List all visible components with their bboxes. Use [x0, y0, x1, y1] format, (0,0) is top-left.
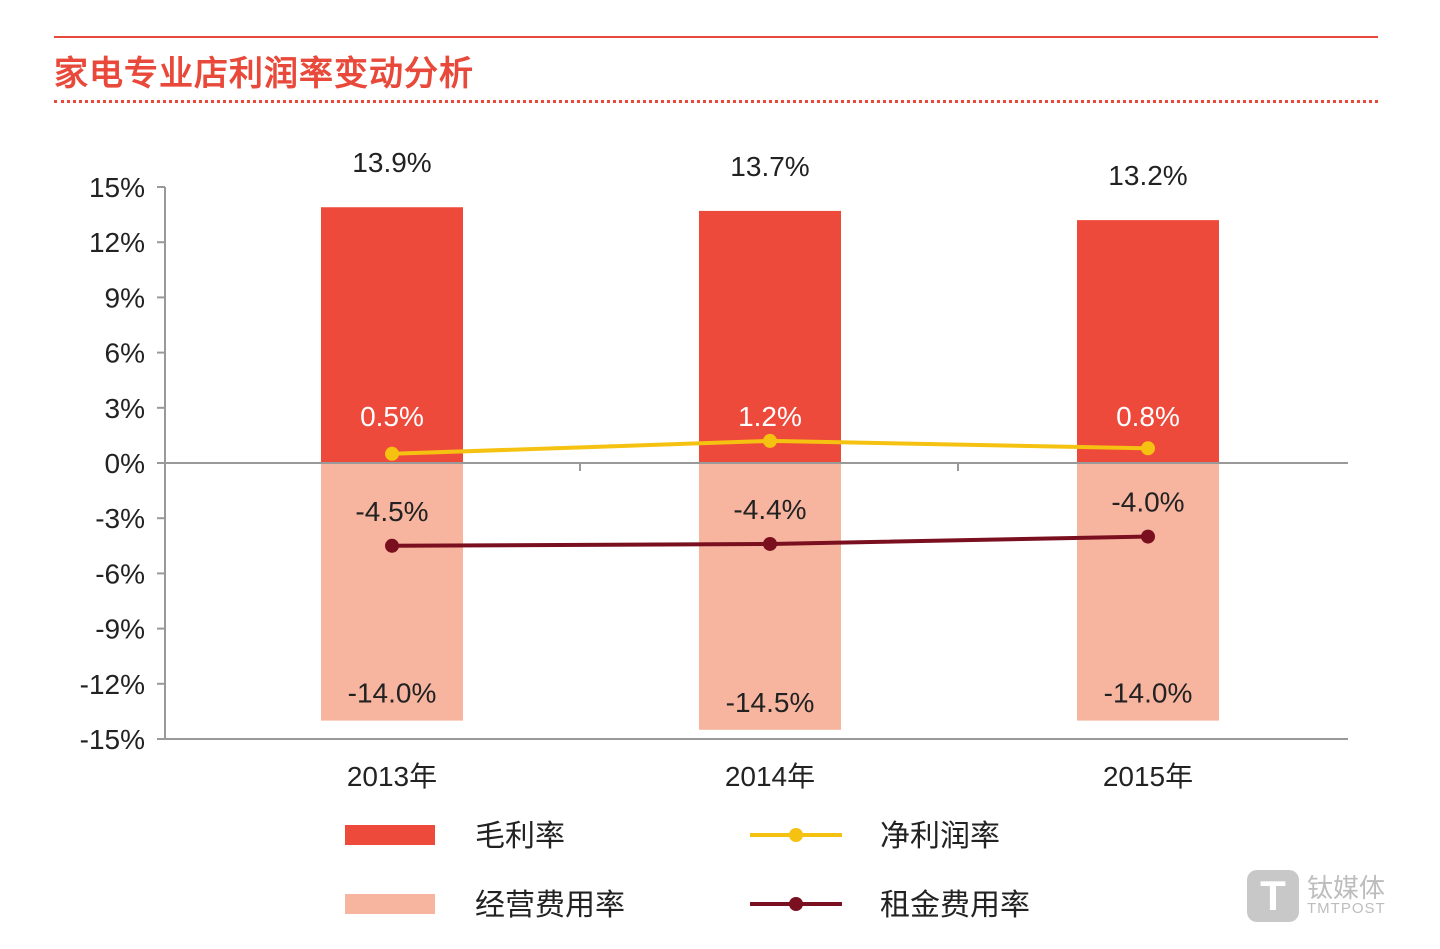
chart-title: 家电专业店利润率变动分析 — [54, 55, 474, 93]
x-tick-label: 2015年 — [1103, 761, 1193, 792]
legend-label: 经营费用率 — [475, 889, 625, 922]
y-tick-label: 0% — [105, 448, 145, 479]
y-tick-label: 12% — [89, 227, 145, 258]
label-operating-expense: -14.0% — [1104, 678, 1193, 709]
rent-expense-point — [763, 536, 777, 551]
watermark-en: TMTPOST — [1307, 900, 1386, 917]
label-gross-margin: 13.7% — [730, 151, 809, 182]
title-dotted-rule — [54, 100, 1378, 103]
x-tick-label: 2014年 — [725, 761, 815, 792]
y-tick-label: -15% — [80, 724, 145, 755]
bar-operating-expense — [1077, 463, 1219, 721]
rent-expense-point — [1141, 529, 1155, 544]
title-top-rule — [54, 36, 1378, 38]
label-rent-expense: -4.4% — [733, 494, 806, 525]
label-net-profit: 0.5% — [360, 401, 424, 432]
tmtpost-logo-icon: T — [1247, 870, 1299, 922]
rent-expense-point — [385, 538, 399, 553]
bar-operating-expense — [321, 463, 463, 721]
legend-swatch — [345, 894, 435, 914]
y-tick-label: 9% — [105, 282, 145, 313]
label-operating-expense: -14.0% — [348, 678, 437, 709]
legend-label: 净利润率 — [880, 820, 1000, 853]
y-tick-label: -12% — [80, 669, 145, 700]
x-tick-label: 2013年 — [347, 761, 437, 792]
y-tick-label: 3% — [105, 393, 145, 424]
bar-operating-expense — [699, 463, 841, 730]
legend-label: 租金费用率 — [880, 889, 1030, 922]
legend-label: 毛利率 — [475, 820, 565, 853]
bar-gross-margin — [321, 207, 463, 463]
label-net-profit: 1.2% — [738, 401, 802, 432]
legend-marker — [789, 828, 803, 842]
legend-marker — [789, 897, 803, 911]
net-profit-point — [385, 446, 399, 461]
label-operating-expense: -14.5% — [726, 687, 815, 718]
watermark-cn: 钛媒体 — [1307, 873, 1386, 903]
net-profit-point — [1141, 441, 1155, 456]
y-tick-label: -3% — [95, 503, 145, 534]
net-profit-point — [763, 433, 777, 448]
label-gross-margin: 13.2% — [1108, 160, 1187, 191]
y-tick-label: 6% — [105, 338, 145, 369]
bar-gross-margin — [1077, 220, 1219, 463]
y-tick-label: -6% — [95, 558, 145, 589]
label-rent-expense: -4.0% — [1111, 487, 1184, 518]
label-gross-margin: 13.9% — [352, 147, 431, 178]
legend-swatch — [345, 825, 435, 845]
label-rent-expense: -4.5% — [355, 496, 428, 527]
bar-gross-margin — [699, 210, 841, 463]
watermark: T 钛媒体 TMTPOST — [1247, 870, 1386, 922]
label-net-profit: 0.8% — [1116, 401, 1180, 432]
y-tick-label: -9% — [95, 614, 145, 645]
y-tick-label: 15% — [89, 172, 145, 203]
